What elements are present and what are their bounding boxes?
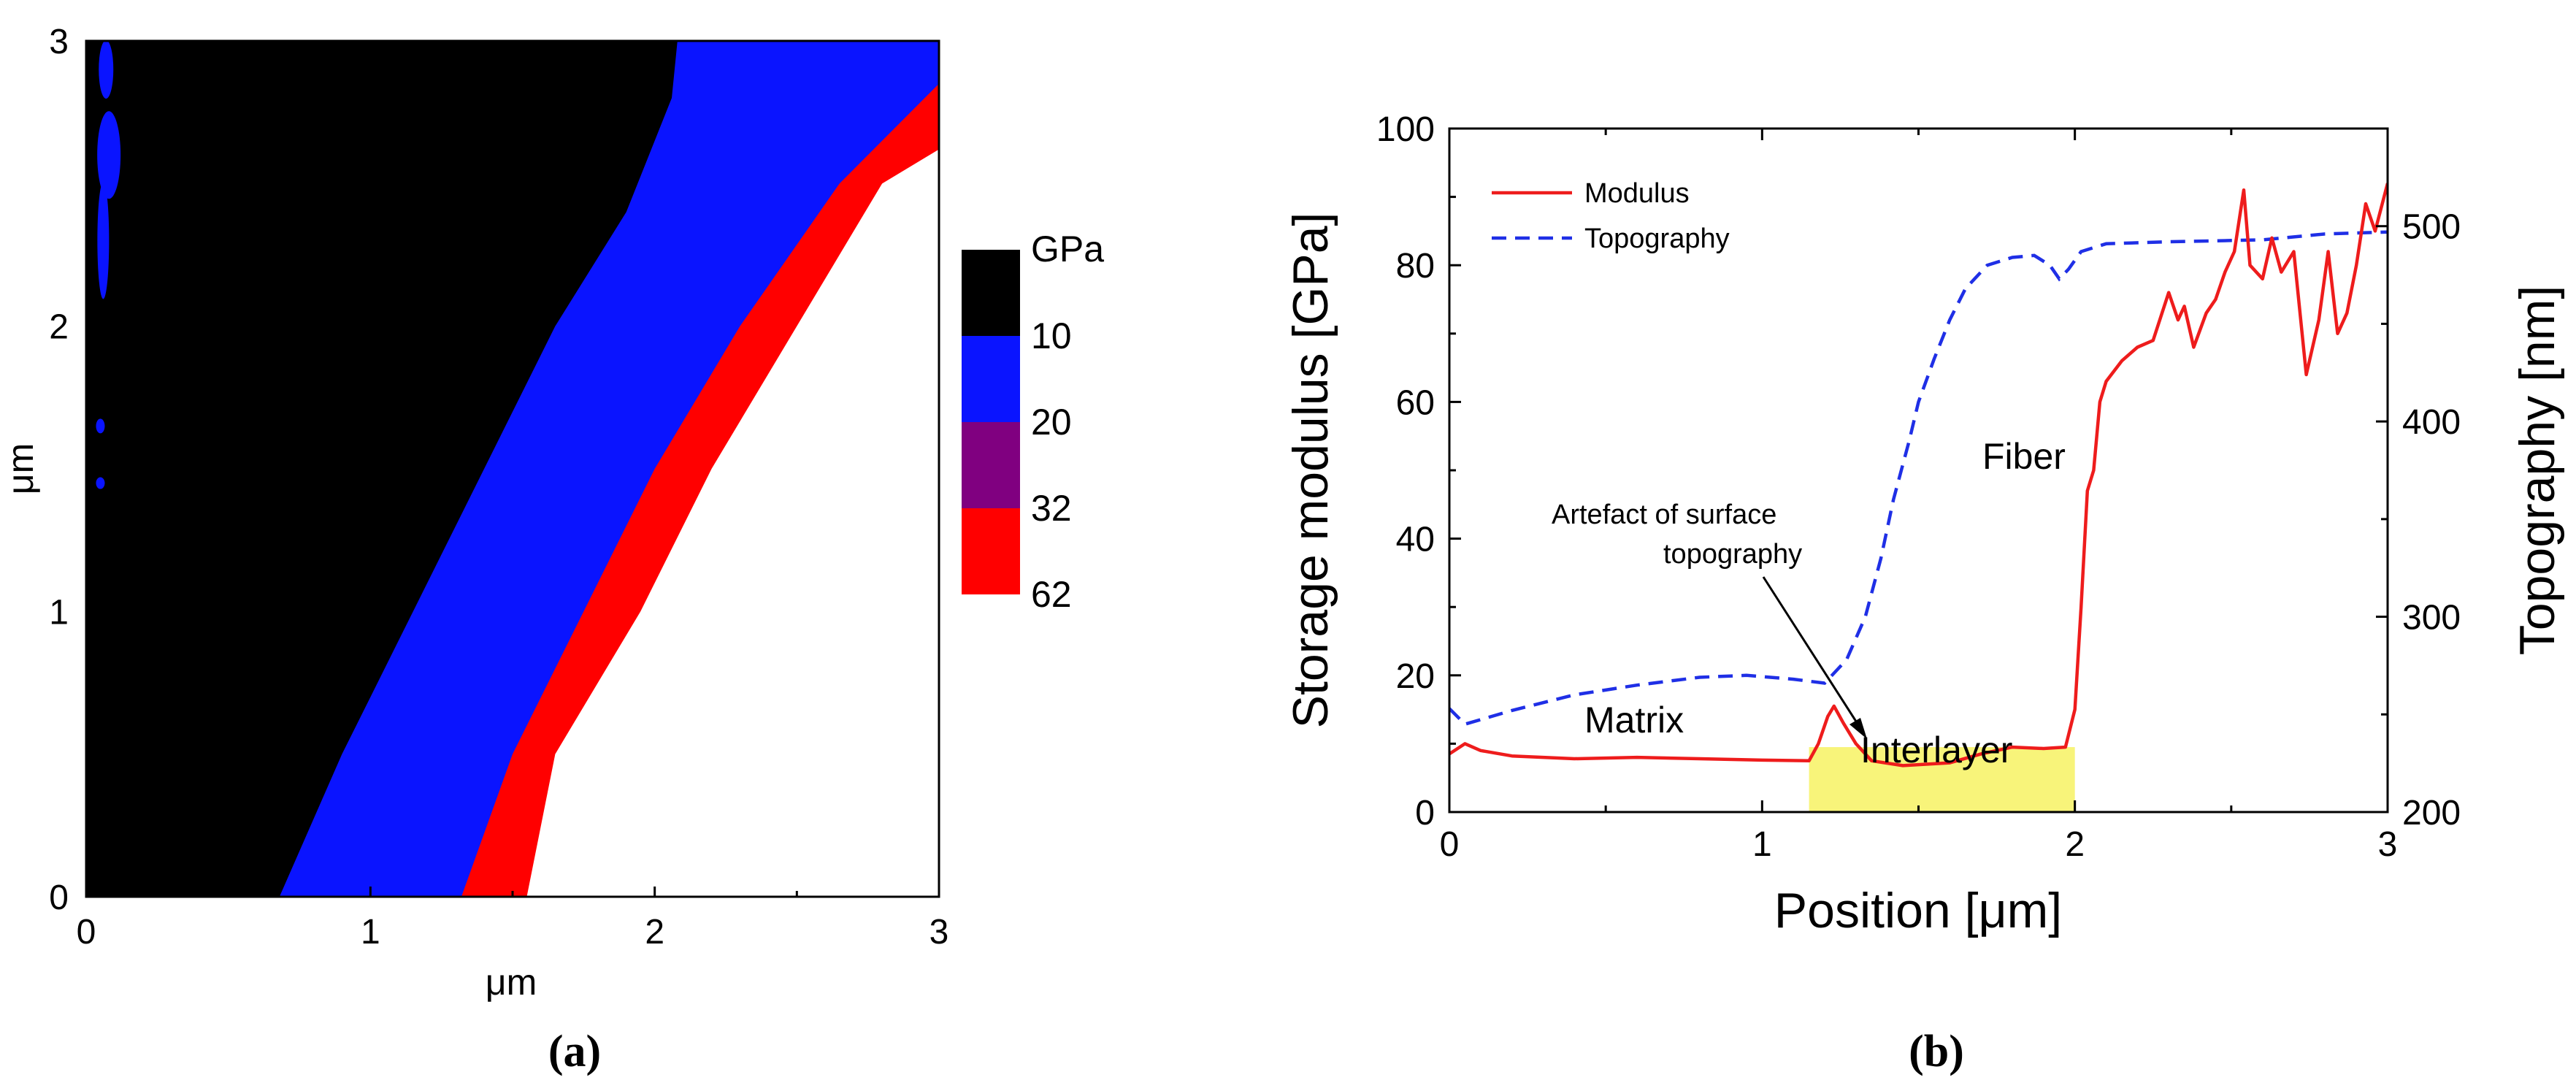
legend: Modulus Topography (1492, 178, 1730, 254)
panel-a-xlabel: μm (486, 962, 537, 1003)
b-xtick-label: 3 (2378, 825, 2398, 864)
colorbar-band-1 (962, 250, 1020, 336)
a-xtick-label: 1 (361, 913, 380, 952)
annotation-arrowhead (1849, 718, 1867, 739)
annotation-fiber: Fiber (1982, 436, 2066, 477)
a-ytick-label: 2 (49, 308, 69, 347)
speckle-0 (99, 41, 114, 99)
b-ytick-label: 80 (1396, 247, 1435, 286)
b-ytick-label: 0 (1415, 794, 1435, 832)
annotation-artefact-line1: Artefact of surface (1552, 499, 1776, 530)
b-xtick-label: 2 (2065, 825, 2085, 864)
speckle-2 (97, 182, 110, 299)
annotation-artefact-line2: topography (1663, 539, 1802, 570)
annotation-interlayer: Interlayer (1860, 730, 2012, 770)
b-ytick-label: 20 (1396, 657, 1435, 696)
b-ytick-label: 60 (1396, 383, 1435, 422)
panel-a-heatmap: 0 1 2 3 0 1 2 3 μm μm 10 20 32 62 GPa (a) (0, 23, 1104, 1076)
b-ytick-right-label: 200 (2402, 794, 2461, 832)
colorbar-tick-20: 20 (1031, 402, 1072, 443)
colorbar-band-3 (962, 422, 1020, 508)
colorbar-band-2 (962, 336, 1020, 422)
colorbar-tick-62: 62 (1031, 574, 1072, 615)
b-ytick-label: 40 (1396, 521, 1435, 559)
x-axis-label: Position [μm] (1774, 883, 2062, 938)
legend-label-modulus: Modulus (1584, 178, 1690, 209)
panel-b-line-chart: 0 1 2 3 0 20 40 60 80 100 200 300 400 500 Position … (1283, 110, 2565, 1076)
series-line-topography (1449, 230, 2388, 727)
a-ytick-label: 1 (49, 593, 69, 632)
panel-a-ylabel: μm (0, 443, 41, 494)
b-xtick-label: 1 (1752, 825, 1772, 864)
a-ytick-label: 0 (49, 878, 69, 917)
colorbar: 10 20 32 62 (962, 250, 1072, 615)
y-axis-label-right: Topography [nm] (2510, 286, 2565, 656)
b-ytick-label: 100 (1376, 110, 1435, 149)
b-ytick-right-label: 500 (2402, 208, 2461, 247)
annotation-arrow (1762, 576, 1866, 735)
a-xtick-label: 0 (77, 913, 96, 952)
colorbar-band-4 (962, 508, 1020, 594)
panel-b-y-ticks-right: 200 300 400 500 (2376, 127, 2461, 832)
panel-b-y-ticks-left: 0 20 40 60 80 100 (1376, 110, 1461, 832)
panel-a-x-ticks: 0 1 2 3 (77, 887, 949, 952)
b-xtick-label: 0 (1440, 825, 1460, 864)
colorbar-unit: GPa (1031, 229, 1104, 269)
b-ytick-right-label: 400 (2402, 403, 2461, 442)
annotation-matrix: Matrix (1584, 700, 1684, 740)
heatmap-region-black-matrix (86, 41, 939, 897)
legend-label-topography: Topography (1584, 223, 1730, 254)
a-xtick-label: 3 (929, 913, 949, 952)
colorbar-tick-32: 32 (1031, 488, 1072, 529)
speckle-4 (96, 477, 105, 489)
panel-b-caption: (b) (1909, 1027, 1964, 1076)
colorbar-tick-10: 10 (1031, 315, 1072, 356)
a-ytick-label: 3 (49, 23, 69, 61)
y-axis-label-left: Storage modulus [GPa] (1283, 213, 1338, 729)
interlayer-highlight (1809, 747, 2075, 812)
b-ytick-right-label: 300 (2402, 599, 2461, 638)
speckle-3 (96, 418, 105, 434)
panel-a-y-ticks: 0 1 2 3 (49, 23, 96, 917)
series-line-modulus (1449, 183, 2388, 767)
panel-b-x-ticks: 0 1 2 3 (1440, 129, 2398, 864)
a-xtick-label: 2 (645, 913, 664, 952)
speckle-1 (97, 111, 121, 199)
heatmap-speckles (96, 41, 121, 489)
heatmap-regions (86, 41, 939, 897)
plot-background (1449, 129, 2388, 812)
panel-a-caption: (a) (548, 1027, 601, 1076)
